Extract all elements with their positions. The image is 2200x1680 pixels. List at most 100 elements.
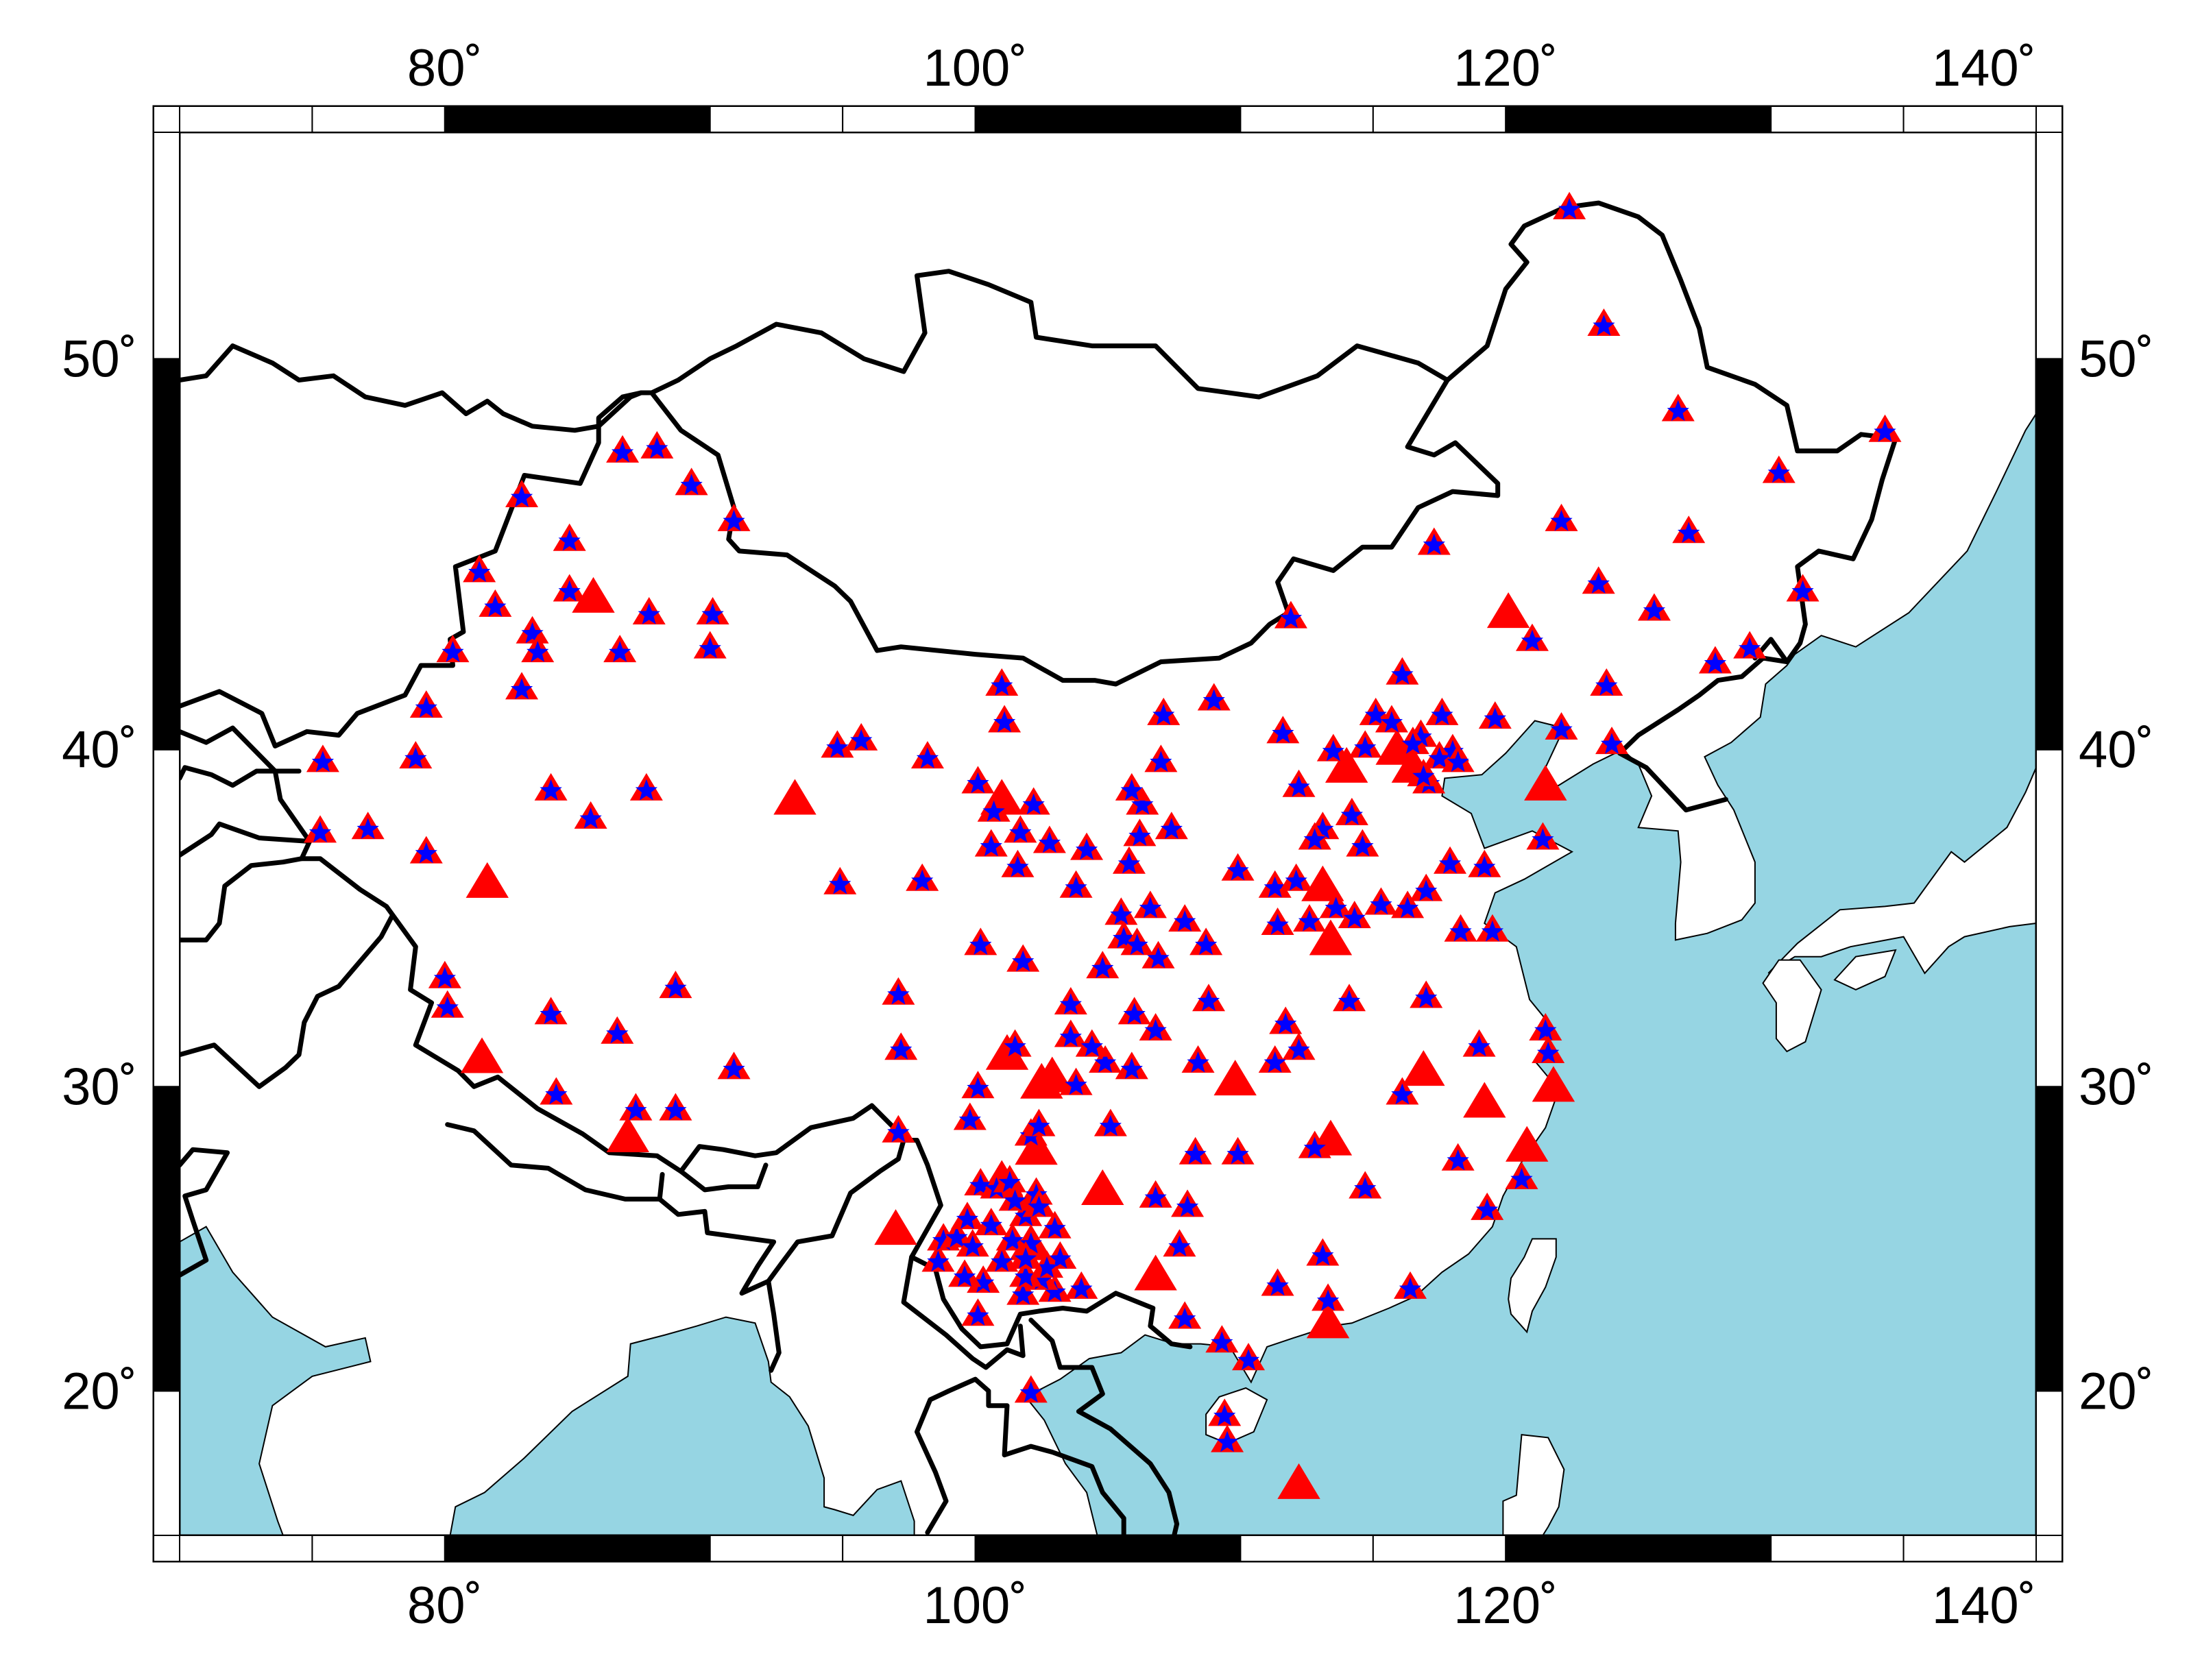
station-star — [1094, 1051, 1117, 1073]
station-star — [1139, 897, 1162, 918]
top-scale-segment — [179, 106, 313, 133]
station-star — [980, 1214, 1002, 1235]
station-star — [1150, 751, 1172, 772]
station-star — [1428, 747, 1451, 768]
station-star — [991, 674, 1013, 696]
station-star — [1030, 1268, 1053, 1290]
station-star — [1303, 828, 1326, 850]
bottom-scale-segment — [709, 1535, 844, 1562]
bottom-scale-segment — [1505, 1535, 1639, 1562]
country-border — [901, 1254, 1010, 1370]
station-star — [1423, 533, 1445, 555]
station-star — [527, 641, 549, 662]
station-star — [1099, 1115, 1122, 1136]
honshu-island — [1767, 767, 2036, 975]
station-star — [1012, 950, 1035, 972]
station-star — [558, 580, 581, 602]
country-border — [180, 1147, 230, 1278]
left-scale-segment — [153, 1390, 180, 1536]
station-star — [1595, 674, 1618, 696]
station-star — [1014, 1265, 1037, 1287]
station-star — [433, 966, 456, 988]
country-border — [445, 1122, 665, 1202]
station-star — [887, 983, 910, 1005]
station-star — [1537, 1042, 1560, 1063]
station-star — [1216, 1431, 1239, 1452]
top-scale-segment — [577, 106, 711, 133]
station-star — [1476, 1198, 1499, 1220]
lat-tick-label-left: 20˚ — [62, 1362, 137, 1420]
station-star — [1370, 893, 1392, 915]
station-star — [961, 1235, 984, 1256]
station-star — [927, 1250, 950, 1272]
country-border — [180, 856, 304, 942]
station-star — [1019, 1381, 1042, 1403]
bottom-scale-segment — [311, 1535, 446, 1562]
station-star — [1343, 907, 1366, 928]
country-border — [657, 1196, 782, 1373]
top-scale-segment — [1107, 106, 1242, 133]
station-triangle — [572, 576, 615, 613]
station-star — [611, 441, 634, 463]
station-star — [916, 747, 939, 768]
station-star — [1038, 831, 1061, 853]
country-border — [180, 725, 1193, 1350]
station-star — [1065, 876, 1087, 898]
station-star — [1338, 990, 1361, 1011]
station-star — [646, 437, 668, 459]
station-star — [699, 637, 721, 659]
station-star — [1152, 703, 1175, 725]
station-star — [1065, 1073, 1087, 1095]
bottom-scale-segment — [842, 1535, 976, 1562]
station-star — [1187, 1051, 1209, 1073]
station-star — [1447, 1149, 1469, 1171]
top-scale-segment — [1505, 106, 1639, 133]
station-triangle — [1506, 1125, 1549, 1162]
lat-tick-label-left: 30˚ — [62, 1058, 137, 1116]
station-star — [890, 1038, 912, 1060]
top-scale-segment — [1770, 106, 1905, 133]
station-star — [956, 1208, 979, 1229]
station-star — [1739, 637, 1761, 659]
lon-tick-label-top: 120˚ — [1453, 39, 1558, 97]
station-star — [993, 711, 1016, 733]
top-scale-segment — [444, 106, 579, 133]
lat-tick-label-left: 40˚ — [62, 721, 137, 779]
station-star — [723, 1058, 745, 1080]
station-star — [1401, 733, 1425, 754]
station-star — [1391, 663, 1414, 685]
station-star — [1534, 1019, 1557, 1040]
station-star — [1587, 572, 1610, 594]
station-layer — [304, 191, 1902, 1499]
station-star — [1322, 740, 1344, 762]
lon-tick-label-bottom: 120˚ — [1453, 1576, 1558, 1635]
bottom-scale-segment — [1770, 1535, 1905, 1562]
station-triangle — [466, 862, 509, 898]
station-star — [1380, 711, 1403, 733]
bottom-scale-segment — [179, 1535, 313, 1562]
country-border — [180, 914, 394, 1089]
top-scale-segment — [842, 106, 976, 133]
bottom-scale-segment — [974, 1535, 1109, 1562]
top-longitude-labels: 80˚ 100˚ 120˚ 140˚ — [407, 39, 2036, 97]
station-star — [1147, 947, 1170, 969]
right-scale-segment — [2035, 1390, 2063, 1536]
station-star — [1593, 315, 1615, 336]
station-star — [1415, 986, 1438, 1008]
station-star — [625, 1099, 647, 1121]
station-triangle — [1524, 764, 1567, 801]
lon-tick-label-bottom: 100˚ — [923, 1576, 1028, 1635]
top-scale-segment — [974, 106, 1109, 133]
frame-corner — [2035, 1535, 2063, 1562]
station-star — [850, 729, 873, 751]
station-star — [1070, 1277, 1093, 1299]
station-star — [1449, 920, 1472, 942]
station-star — [1028, 1195, 1050, 1217]
station-star — [1043, 1280, 1066, 1302]
left-latitude-labels: 20˚ 30˚ 40˚ 50˚ — [62, 330, 137, 1420]
station-star — [1176, 1195, 1199, 1217]
station-star — [1128, 825, 1151, 847]
top-scale-segment — [1372, 106, 1507, 133]
station-triangle — [874, 1209, 917, 1245]
station-star — [1014, 1247, 1037, 1269]
